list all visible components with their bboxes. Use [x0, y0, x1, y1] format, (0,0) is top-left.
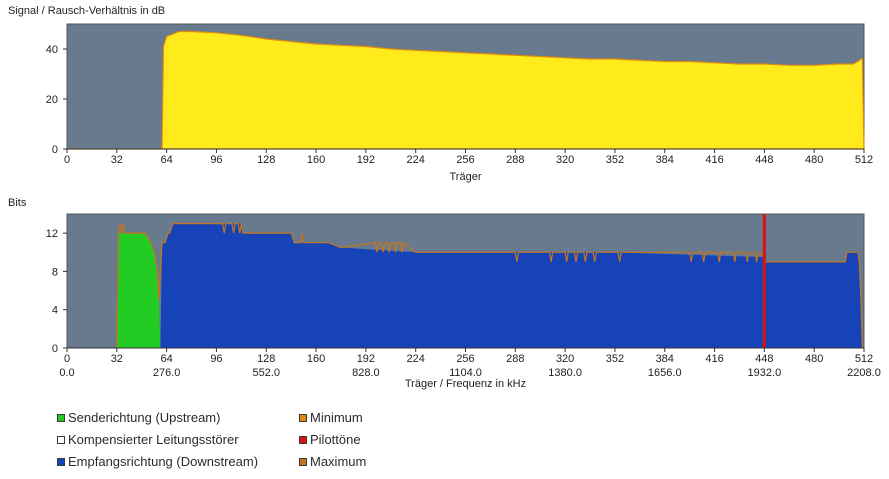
bits-x-freq-label: 828.0	[352, 367, 380, 379]
bits-y-tick-label: 0	[52, 343, 58, 355]
snr-series-signal-rausch	[67, 30, 865, 150]
snr-x-tick-label: 352	[606, 154, 624, 166]
legend-swatch-pilot	[299, 436, 307, 444]
bits-x-freq-label: 552.0	[252, 367, 280, 379]
charts-canvas: Signal / Rausch-Verhältnis in dB 0 32 64 96…	[8, 5, 881, 390]
bits-series-empfangsrichtung-downstream	[160, 223, 863, 348]
legend-item-compensated: Kompensierter Leitungsstörer	[57, 429, 258, 451]
bits-x-tick-label: 64	[161, 353, 173, 365]
snr-x-tick-label: 256	[456, 154, 474, 166]
legend-label-pilot: Pilottöne	[310, 432, 361, 447]
snr-x-tick-label: 224	[407, 154, 425, 166]
legend-right: Minimum Pilottöne Maximum	[299, 407, 366, 473]
legend-swatch-maximum	[299, 458, 307, 466]
snr-y-tick-label: 20	[46, 94, 58, 106]
legend-item-minimum: Minimum	[299, 407, 366, 429]
snr-y-tick-label: 0	[52, 144, 58, 156]
bits-x-tick-label: 352	[606, 353, 624, 365]
bits-x-tick-label: 320	[556, 353, 574, 365]
legend-item-downstream: Empfangsrichtung (Downstream)	[57, 451, 258, 473]
snr-x-tick-label: 384	[656, 154, 674, 166]
bits-x-tick-label: 224	[407, 353, 425, 365]
bits-x-tick-label: 288	[506, 353, 524, 365]
bits-x-tick-label: 0	[64, 353, 70, 365]
bits-x-tick-label: 32	[111, 353, 123, 365]
snr-x-tick-label: 448	[755, 154, 773, 166]
bits-x-freq-label: 0.0	[59, 367, 74, 379]
bits-x-tick-label: 384	[656, 353, 674, 365]
legend-label-minimum: Minimum	[310, 410, 363, 425]
bits-x-tick-label: 96	[210, 353, 222, 365]
legend-item-upstream: Senderichtung (Upstream)	[57, 407, 258, 429]
snr-x-tick-label: 512	[855, 154, 873, 166]
bits-x-freq-label: 1104.0	[449, 367, 482, 379]
bits-series-maximum	[116, 223, 863, 349]
snr-x-tick-label: 192	[357, 154, 375, 166]
bits-x-freq-label: 276.0	[153, 367, 181, 379]
snr-x-tick-label: 288	[506, 154, 524, 166]
snr-chart-title: Signal / Rausch-Verhältnis in dB	[8, 5, 165, 17]
bits-x-tick-label: 160	[307, 353, 325, 365]
legend-label-compensated: Kompensierter Leitungsstörer	[68, 432, 239, 447]
bits-y-tick-label: 4	[52, 305, 58, 317]
bits-x-freq-label: 2208.0	[847, 367, 881, 379]
legend-label-upstream: Senderichtung (Upstream)	[68, 410, 221, 425]
bits-series-group	[116, 214, 863, 349]
bits-x-freq-label: 1380.0	[548, 367, 582, 379]
bits-y-tick-label: 12	[46, 228, 58, 240]
bits-x-tick-label: 512	[855, 353, 873, 365]
snr-x-tick-label: 128	[257, 154, 275, 166]
bits-x-axis-label: Träger / Frequenz in kHz	[405, 378, 526, 390]
snr-series-group	[67, 30, 865, 150]
legend-swatch-minimum	[299, 414, 307, 422]
snr-x-tick-label: 96	[210, 154, 222, 166]
legend-label-maximum: Maximum	[310, 454, 367, 469]
bits-axes: 0 32 64 96 128 160 192 224 256 288 320 352 384 416 448…	[46, 228, 881, 379]
bits-x-tick-label: 192	[357, 353, 375, 365]
snr-x-tick-label: 480	[805, 154, 823, 166]
bits-y-tick-label: 8	[52, 266, 58, 278]
legend-item-maximum: Maximum	[299, 451, 366, 473]
snr-y-tick-label: 40	[46, 44, 58, 56]
snr-x-tick-label: 32	[111, 154, 123, 166]
bits-chart: Bits 0 32 64 96 128 160 192 224 256 288 320 352 384 4…	[8, 197, 881, 390]
bits-x-tick-label: 416	[705, 353, 723, 365]
snr-x-tick-label: 64	[161, 154, 173, 166]
bits-series-senderichtung-upstream	[116, 233, 161, 348]
snr-x-tick-label: 416	[705, 154, 723, 166]
legend-swatch-compensated	[57, 436, 65, 444]
bits-x-tick-label: 128	[257, 353, 275, 365]
bits-x-tick-label: 480	[805, 353, 823, 365]
snr-x-tick-label: 320	[556, 154, 574, 166]
snr-chart: Signal / Rausch-Verhältnis in dB 0 32 64 96…	[8, 5, 873, 183]
bits-x-tick-label: 256	[456, 353, 474, 365]
snr-axes: 0 32 64 96 128 160 192 224 256 288 320 352 384 416 448…	[46, 44, 873, 166]
legend-label-downstream: Empfangsrichtung (Downstream)	[68, 454, 259, 469]
legend-item-pilot: Pilottöne	[299, 429, 366, 451]
bits-x-tick-label: 448	[755, 353, 773, 365]
legend-swatch-upstream	[57, 414, 65, 422]
snr-x-axis-label: Träger	[450, 171, 482, 183]
bits-x-freq-label: 1932.0	[748, 367, 782, 379]
bits-chart-title: Bits	[8, 197, 27, 209]
legend-left: Senderichtung (Upstream) Kompensierter L…	[57, 407, 258, 473]
legend-swatch-downstream	[57, 458, 65, 466]
bits-x-freq-label: 1656.0	[648, 367, 682, 379]
snr-x-tick-label: 160	[307, 154, 325, 166]
snr-x-tick-label: 0	[64, 154, 70, 166]
